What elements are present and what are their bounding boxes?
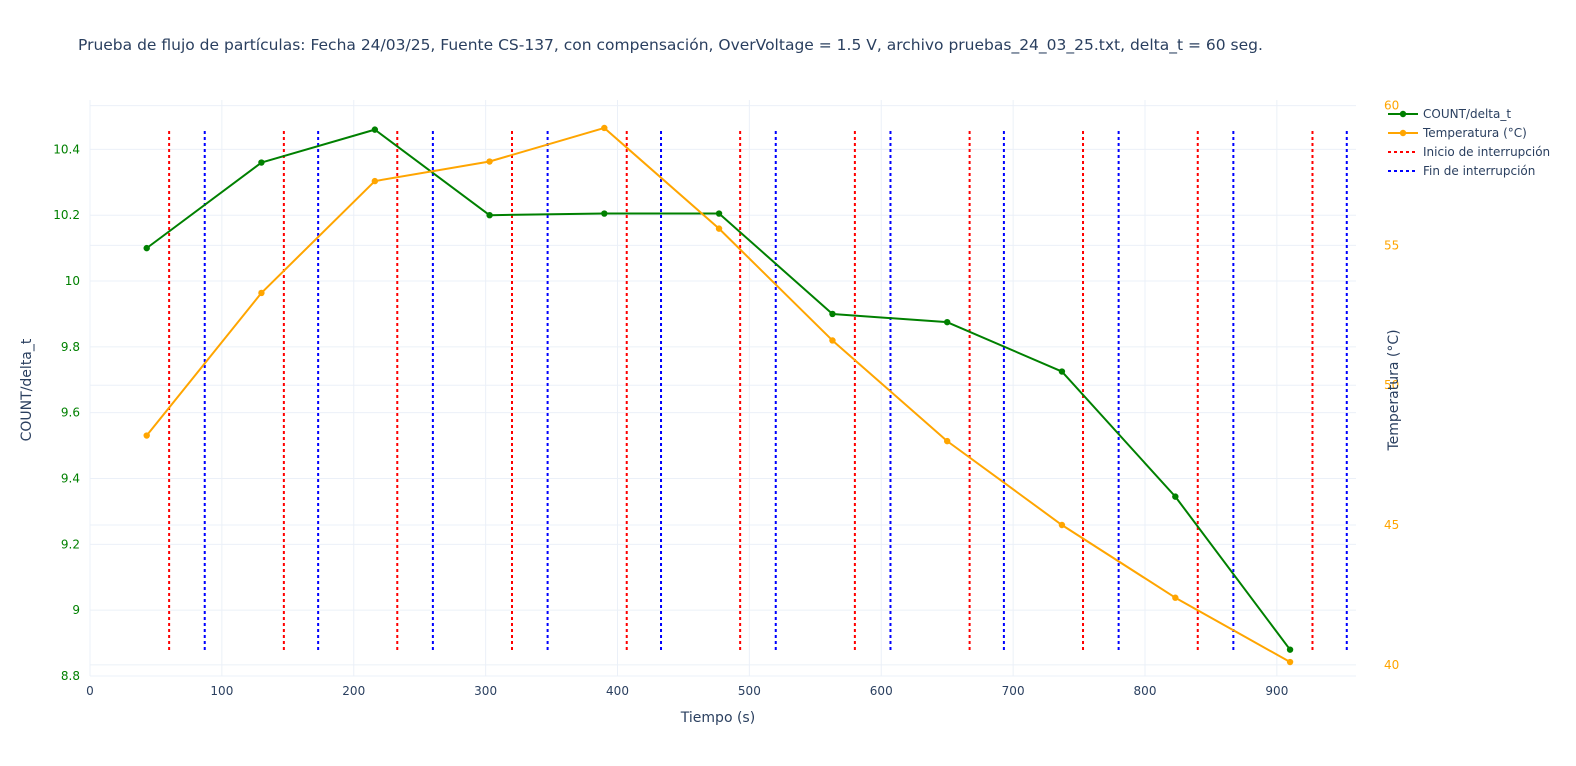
temperature-data-point <box>1286 658 1294 666</box>
temperature-data-point <box>1172 594 1179 601</box>
count-data-point <box>143 244 150 252</box>
y-tick-label: 10 <box>65 274 80 288</box>
grid-lines <box>89 100 1356 677</box>
y2-tick-label: 45 <box>1384 518 1399 532</box>
y2-tick-label: 60 <box>1384 99 1399 113</box>
temperature-data-point <box>715 225 723 232</box>
count-data-point <box>943 318 951 326</box>
legend-label: COUNT/delta_t <box>1423 107 1511 121</box>
temperature-data-point <box>486 158 493 165</box>
interruption-lines <box>168 131 1348 650</box>
y-tick-label: 9.2 <box>61 537 80 551</box>
count-data-point <box>258 159 265 166</box>
y2-tick-label: 40 <box>1384 658 1399 672</box>
count-data-point <box>371 126 379 133</box>
temperature-data-point <box>371 177 379 185</box>
temperature-data-point <box>601 124 608 132</box>
legend-marker-swatch <box>1399 110 1407 118</box>
y-tick-label: 8.8 <box>61 669 80 683</box>
y-tick-label: 9.6 <box>61 406 80 420</box>
x-tick-label: 700 <box>1002 684 1025 698</box>
x-tick-label: 800 <box>1134 684 1157 698</box>
legend-label: Inicio de interrupción <box>1423 145 1550 159</box>
count-data-point <box>829 310 836 318</box>
legend-label: Fin de interrupción <box>1423 164 1535 178</box>
y2-tick-label: 50 <box>1384 378 1399 392</box>
count-data-point <box>715 210 723 217</box>
y2-tick-label: 55 <box>1384 238 1399 252</box>
temperature-data-point <box>143 432 150 439</box>
y-tick-label: 9.4 <box>61 472 80 486</box>
count-data-point <box>1058 368 1066 375</box>
series-lines <box>143 124 1294 666</box>
count-data-point <box>1286 646 1294 653</box>
temperature-data-point <box>258 289 265 297</box>
y2-axis-title: Temperatura (°C) <box>1386 329 1402 451</box>
x-axis-title: Tiempo (s) <box>680 710 755 726</box>
y-tick-label: 10.4 <box>53 142 80 156</box>
legend: COUNT/delta_t Temperatura (°C) Inicio de i… <box>1388 107 1550 178</box>
x-tick-label: 900 <box>1265 684 1288 698</box>
x-tick-label: 200 <box>342 684 365 698</box>
x-tick-label: 100 <box>210 684 233 698</box>
chart-title: Prueba de flujo de partículas: Fecha 24/… <box>78 36 1263 55</box>
legend-marker-swatch <box>1399 129 1407 137</box>
x-tick-label: 500 <box>738 684 761 698</box>
temperature-data-point <box>943 437 951 445</box>
y-tick-label: 10.2 <box>53 208 80 222</box>
count-data-point <box>486 212 493 219</box>
y-tick-label: 9.8 <box>61 340 80 354</box>
legend-label: Temperatura (°C) <box>1422 126 1527 140</box>
count-data-point <box>601 210 608 217</box>
temperature-data-point <box>1058 521 1066 529</box>
x-tick-label: 300 <box>474 684 497 698</box>
x-tick-label: 400 <box>606 684 629 698</box>
count-data-point <box>1172 493 1179 500</box>
axis-ticks: 0 100 200 300 400 500 600 700 800 900 8.8 9 9.2 9.4 9.… <box>53 99 1399 698</box>
x-tick-label: 0 <box>86 684 94 698</box>
y-tick-label: 9 <box>72 603 80 617</box>
temperature-data-point <box>829 337 836 344</box>
y-axis-title: COUNT/delta_t <box>19 338 35 441</box>
x-tick-label: 600 <box>870 684 893 698</box>
